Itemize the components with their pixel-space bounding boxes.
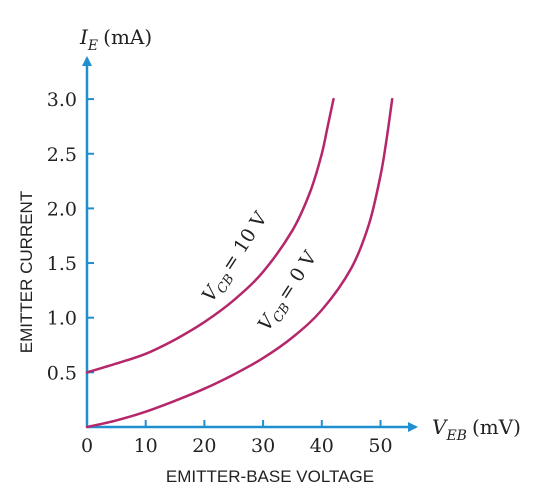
label-vcb-0v: VCB= 0 V [254, 247, 325, 337]
label-vcb-10v: VCB= 10 V [198, 208, 276, 308]
curve-vcb-10v [85, 97, 335, 374]
x-tick-label: 30 [251, 435, 275, 457]
y-tick-label: 1.0 [47, 308, 77, 330]
y-tick-label: 0.5 [47, 362, 77, 384]
label-value: = 0 V [273, 247, 321, 304]
x-axis-bottom-label: EMITTER-BASE VOLTAGE [166, 467, 374, 486]
y-axis-unit: (mA) [103, 25, 152, 49]
x-axis-symbol: V [432, 415, 449, 439]
label-value: = 10 V [217, 208, 271, 275]
x-tick-label: 10 [134, 435, 158, 457]
x-tick-label: 40 [310, 435, 334, 457]
y-tick-label: 3.0 [47, 89, 77, 111]
y-tick-label: 1.5 [47, 253, 77, 275]
x-tick-label: 0 [81, 435, 93, 457]
y-tick-label: 2.0 [47, 198, 77, 220]
x-axis-unit: (mV) [472, 415, 521, 439]
y-axis-side-label: EMITTER CURRENT [17, 191, 36, 353]
series-curves [85, 97, 394, 429]
y-axis-title: IE (mA) [79, 25, 152, 54]
x-tick-label: 50 [368, 435, 392, 457]
x-axis-subscript: EB [445, 428, 467, 444]
axis-ticks: 0 10 20 30 40 50 0.5 1.0 1.5 2.0 2.5 3.0 [47, 89, 393, 457]
y-axis-subscript: E [87, 38, 98, 54]
x-axis-title: VEB (mV) [432, 415, 521, 444]
y-tick-label: 2.5 [47, 144, 77, 166]
x-tick-label: 20 [192, 435, 216, 457]
y-axis-symbol: I [79, 25, 89, 49]
curve-vcb-0v [85, 97, 394, 429]
